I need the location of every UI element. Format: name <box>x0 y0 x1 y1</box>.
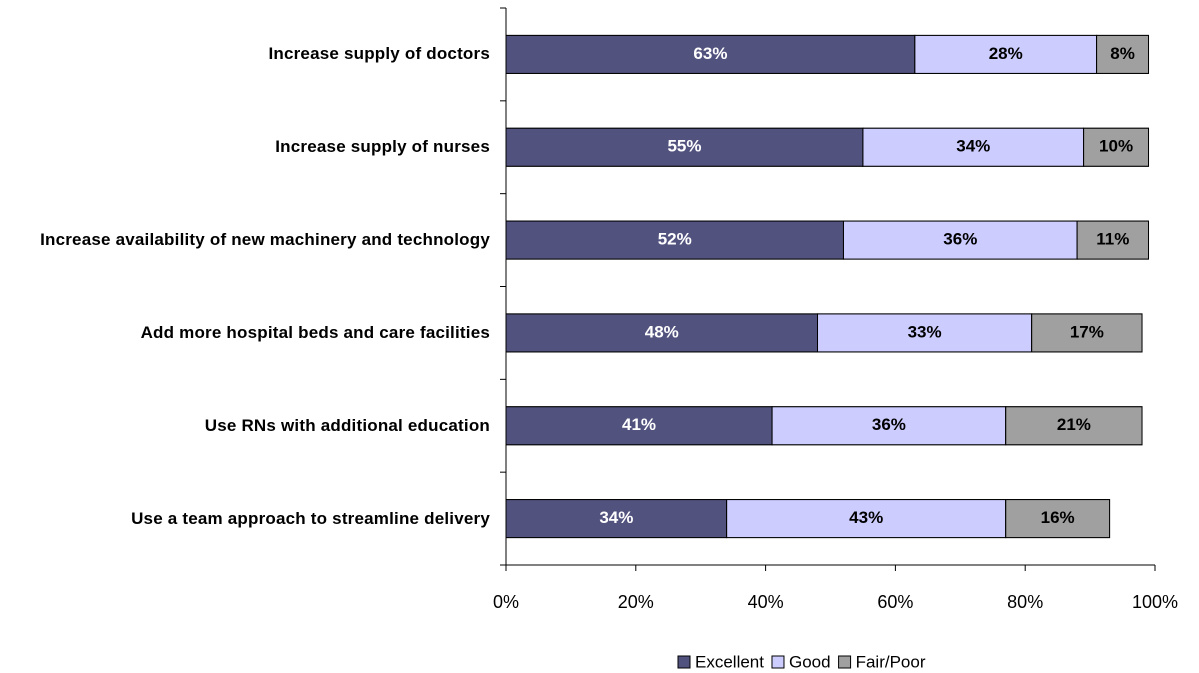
data-label: 28% <box>989 44 1023 63</box>
x-tick-label: 80% <box>1007 592 1043 612</box>
data-label: 34% <box>956 137 990 156</box>
x-tick-label: 100% <box>1132 592 1178 612</box>
bar-shade <box>842 220 1078 260</box>
data-label: 48% <box>645 322 679 341</box>
x-tick-label: 0% <box>493 592 519 612</box>
y-tick-label: Use RNs with additional education <box>204 415 490 435</box>
y-tick-label-box: Use RNs with additional education <box>0 386 490 466</box>
legend-swatch <box>771 655 785 669</box>
legend-swatch <box>838 655 852 669</box>
bar-shade <box>726 499 1007 539</box>
bar-shade <box>505 313 819 353</box>
x-tick-label: 20% <box>618 592 654 612</box>
data-label: 33% <box>908 322 942 341</box>
y-tick-label-box: Increase supply of nurses <box>0 107 490 187</box>
bar-shade <box>1005 406 1143 446</box>
bar-shade <box>1083 127 1150 167</box>
data-label: 63% <box>693 44 727 63</box>
x-tick-label: 60% <box>877 592 913 612</box>
y-tick-label: Increase supply of nurses <box>275 137 490 157</box>
y-tick-label-box: Add more hospital beds and care faciliti… <box>0 293 490 373</box>
bar-shade <box>1076 220 1150 260</box>
data-label: 36% <box>872 415 906 434</box>
data-label: 21% <box>1057 415 1091 434</box>
data-label: 36% <box>943 230 977 249</box>
bar-shade <box>771 406 1007 446</box>
y-tick-label: Add more hospital beds and care faciliti… <box>140 322 490 342</box>
y-tick-label-box: Increase supply of doctors <box>0 14 490 94</box>
bar-shade <box>1005 499 1111 539</box>
data-label: 8% <box>1110 44 1135 63</box>
x-tick-label: 40% <box>748 592 784 612</box>
y-tick-label-box: Use a team approach to streamline delive… <box>0 479 490 559</box>
y-tick-label-box: Increase availability of new machinery a… <box>0 200 490 280</box>
y-tick-label: Increase supply of doctors <box>268 44 490 64</box>
y-tick-label: Use a team approach to streamline delive… <box>131 508 490 528</box>
bar-shade <box>505 34 916 74</box>
data-label: 10% <box>1099 137 1133 156</box>
bar-shade <box>505 406 773 446</box>
data-label: 34% <box>599 508 633 527</box>
data-label: 55% <box>667 137 701 156</box>
data-label: 16% <box>1041 508 1075 527</box>
data-label: 17% <box>1070 322 1104 341</box>
legend-label: Excellent <box>695 652 764 671</box>
legend-label: Good <box>789 652 831 671</box>
y-tick-label: Increase availability of new machinery a… <box>40 230 490 250</box>
bar-shade <box>914 34 1098 74</box>
bar-shade <box>817 313 1033 353</box>
legend-swatch <box>677 655 691 669</box>
data-label: 41% <box>622 415 656 434</box>
bar-shade <box>1096 34 1150 74</box>
data-label: 43% <box>849 508 883 527</box>
bar-shade <box>505 499 728 539</box>
legend-label: Fair/Poor <box>856 652 926 671</box>
bar-shade <box>862 127 1085 167</box>
bar-shade <box>505 127 864 167</box>
data-label: 11% <box>1096 230 1129 249</box>
bar-shade <box>1031 313 1143 353</box>
data-label: 52% <box>658 230 692 249</box>
